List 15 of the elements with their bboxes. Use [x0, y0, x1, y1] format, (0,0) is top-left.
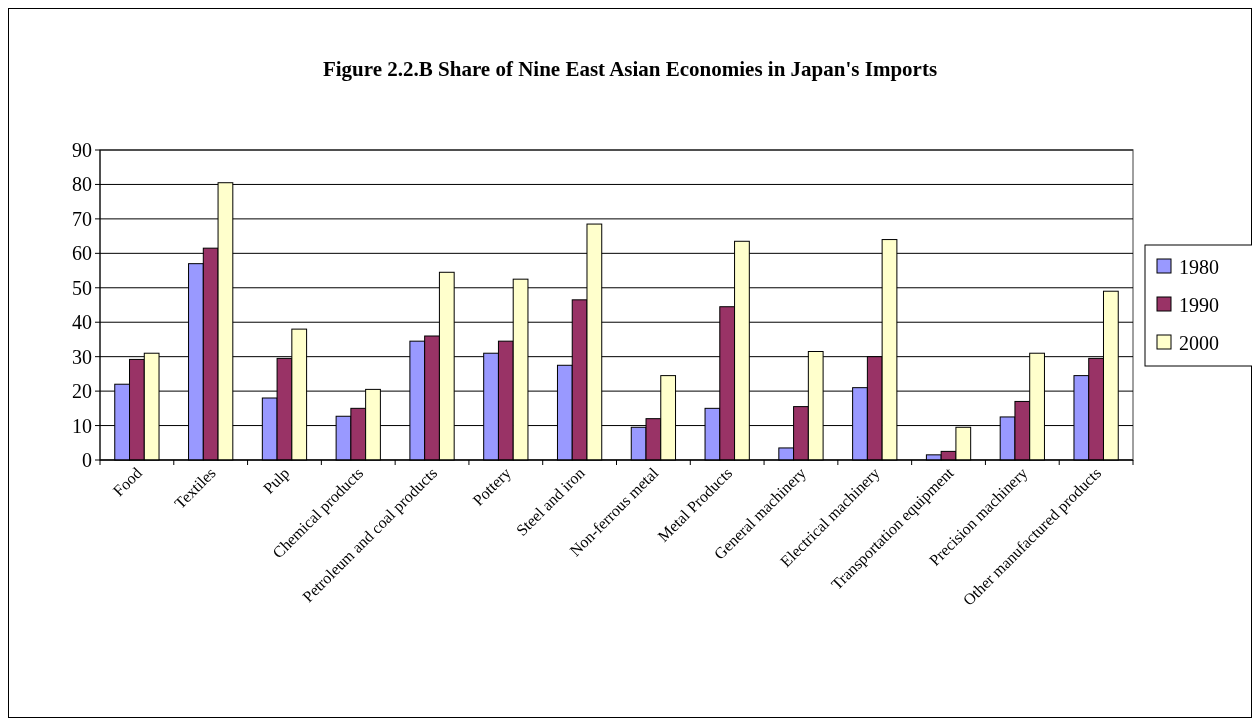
- y-tick-label: 90: [72, 139, 92, 161]
- x-tick-label: Pulp: [259, 464, 294, 498]
- y-tick-label: 10: [72, 414, 92, 437]
- y-tick-label: 20: [72, 380, 92, 403]
- chart-title: Figure 2.2.B Share of Nine East Asian Economies in Japan's Imports: [322, 57, 938, 81]
- legend-label: 2000: [1179, 332, 1219, 354]
- legend-label: 1990: [1179, 294, 1219, 316]
- y-tick-label: 40: [72, 311, 92, 334]
- y-tick-label: 0: [82, 449, 92, 471]
- y-tick-label: 30: [72, 345, 92, 368]
- legend-label: 1980: [1179, 256, 1219, 278]
- y-tick-label: 60: [72, 242, 92, 265]
- y-tick-label: 50: [72, 276, 92, 299]
- y-tick-label: 80: [72, 173, 92, 196]
- y-tick-label: 70: [72, 207, 92, 230]
